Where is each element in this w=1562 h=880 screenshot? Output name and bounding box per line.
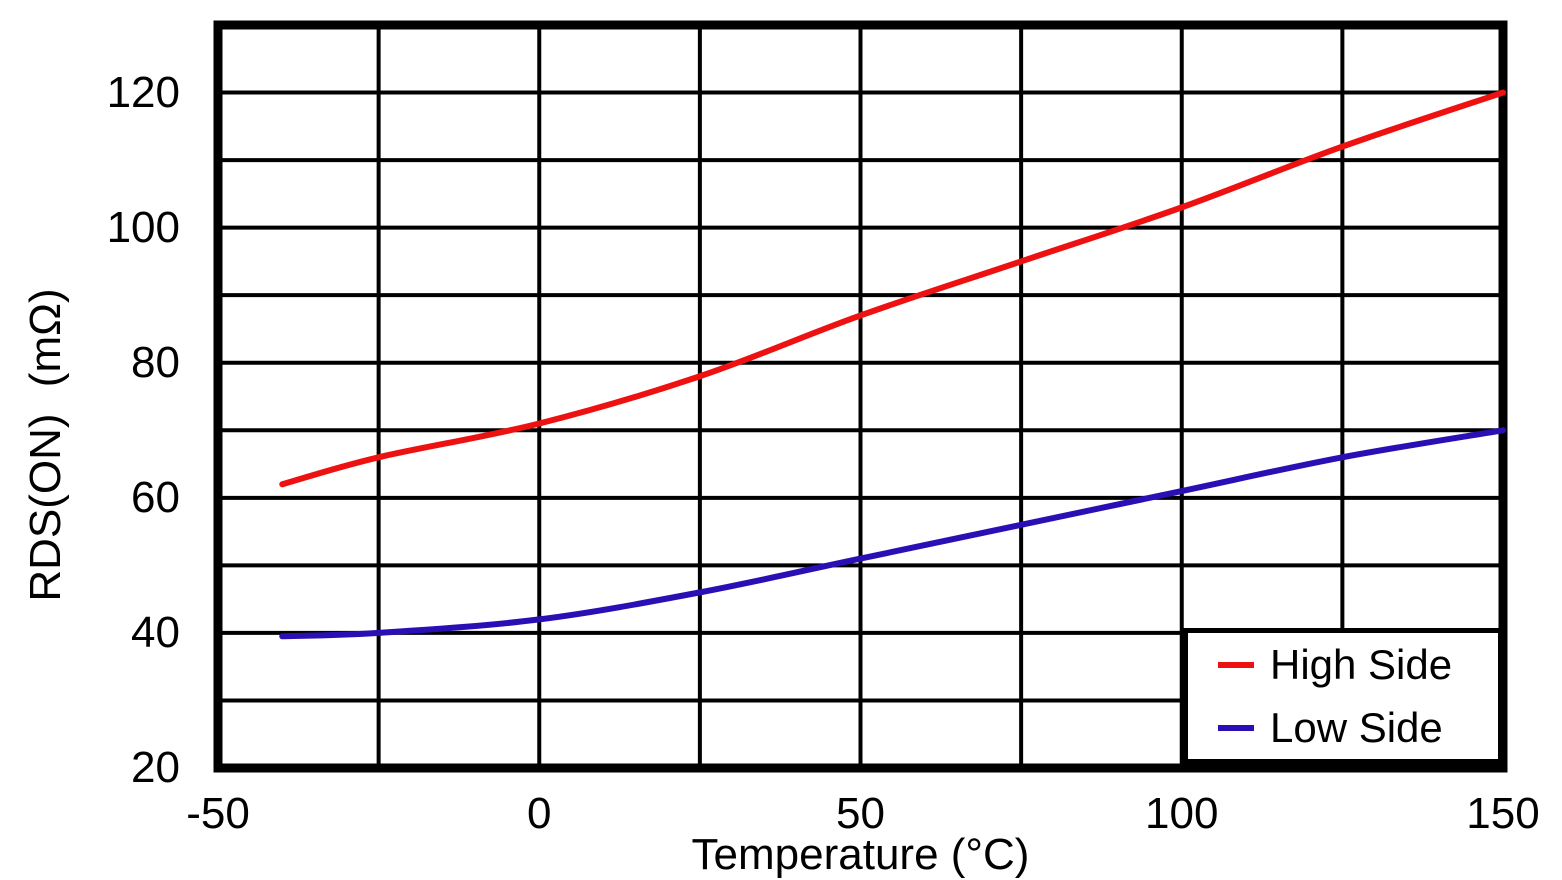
series-line-high-side bbox=[279, 89, 1506, 488]
plot-border bbox=[213, 20, 1508, 773]
y-axis-title: RDS(ON) (mΩ) bbox=[21, 288, 70, 602]
x-tick-label: 0 bbox=[527, 789, 552, 838]
y-tick-label: 120 bbox=[106, 67, 180, 117]
y-tick-label: 40 bbox=[131, 607, 180, 657]
legend: High Side Low Side bbox=[1183, 628, 1503, 764]
x-tick-label: 100 bbox=[1145, 789, 1219, 838]
legend-item-high-side: High Side bbox=[1188, 633, 1498, 696]
x-tick-label: 150 bbox=[1466, 789, 1540, 838]
high-side-line-swatch bbox=[1218, 661, 1254, 668]
y-tick-label: 20 bbox=[131, 743, 180, 792]
legend-label-high-side: High Side bbox=[1270, 640, 1453, 688]
legend-label-low-side: Low Side bbox=[1270, 703, 1443, 751]
x-axis-title: Temperature (°C) bbox=[691, 830, 1030, 879]
y-tick-label: 100 bbox=[106, 202, 180, 252]
series-line-low-side bbox=[279, 427, 1506, 640]
x-tick-label: -50 bbox=[186, 789, 250, 838]
x-tick-label: 50 bbox=[836, 789, 885, 838]
legend-item-low-side: Low Side bbox=[1188, 696, 1498, 759]
low-side-line-swatch bbox=[1218, 724, 1254, 731]
y-tick-label: 80 bbox=[131, 337, 180, 387]
y-tick-label: 60 bbox=[131, 472, 180, 522]
